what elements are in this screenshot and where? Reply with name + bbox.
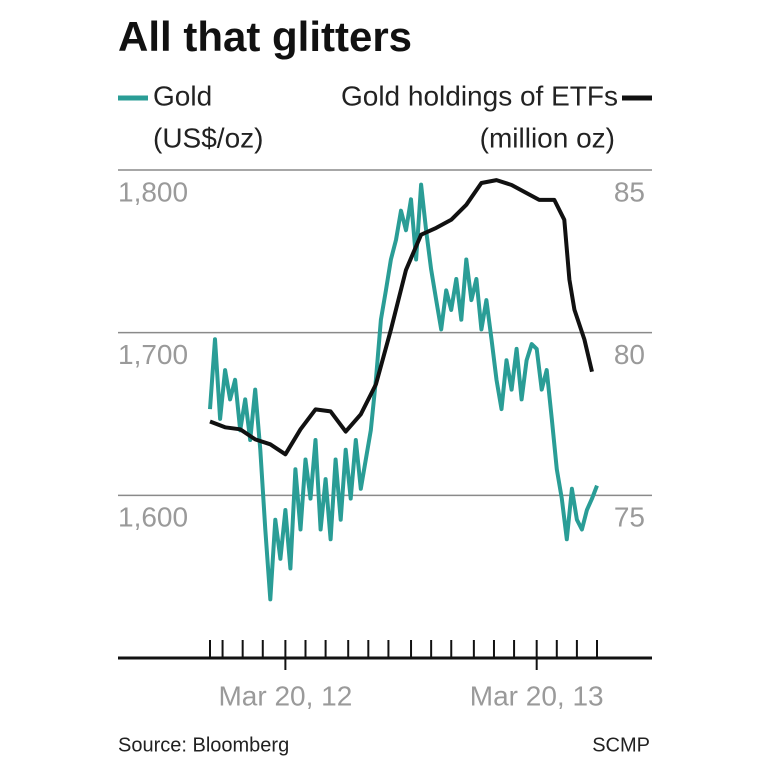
y-axis-label: (US$/oz) — [153, 122, 263, 153]
y2-tick-label: 85 — [614, 176, 645, 207]
series-line — [209, 178, 594, 457]
y-tick-label: 1,700 — [118, 339, 188, 370]
credit: SCMP — [592, 734, 650, 756]
y2-tick-label: 75 — [614, 502, 645, 533]
series-line — [208, 182, 599, 602]
y-tick-label: 1,800 — [118, 176, 188, 207]
x-tick-label: Mar 20, 12 — [218, 680, 352, 711]
y2-axis-label: (million oz) — [480, 122, 615, 153]
source: Source: Bloomberg — [118, 734, 289, 756]
legend-label: Gold holdings of ETFs — [341, 80, 618, 111]
x-tick-label: Mar 20, 13 — [470, 680, 604, 711]
y2-tick-label: 80 — [614, 339, 645, 370]
legend-label: Gold — [153, 80, 212, 111]
y-tick-label: 1,600 — [118, 502, 188, 533]
chart-title: All that glitters — [118, 13, 412, 60]
